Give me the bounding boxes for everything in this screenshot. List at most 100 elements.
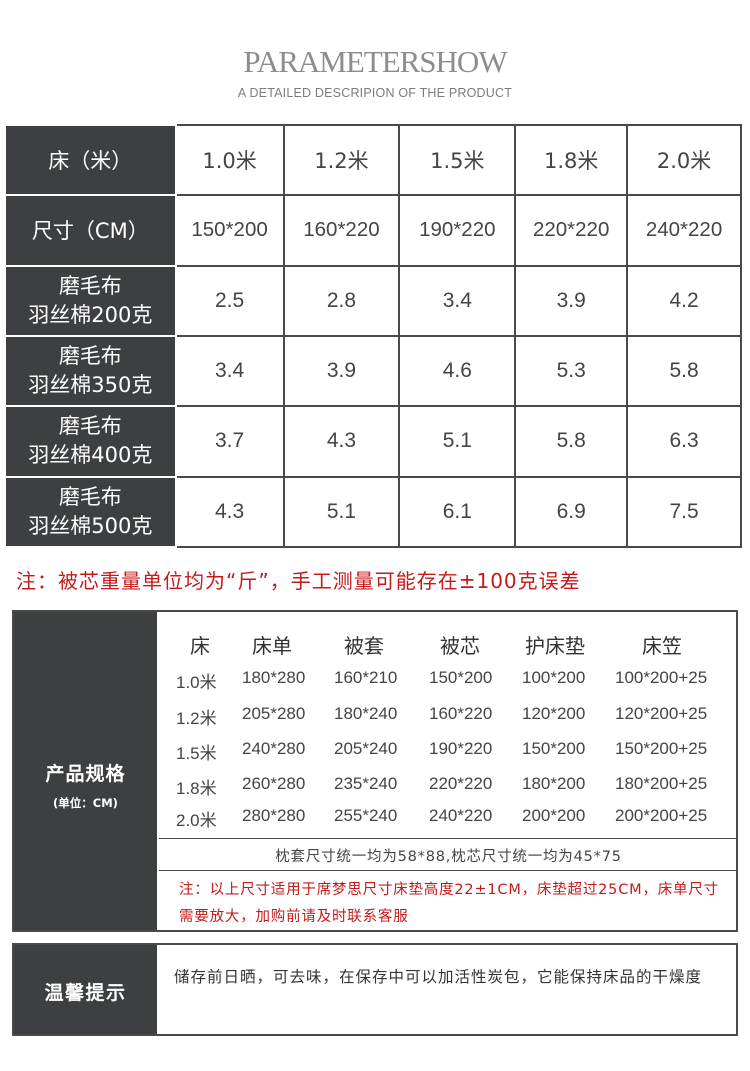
spec-side-panel: 产品规格 (单位：CM): [14, 612, 157, 930]
spec-cell: 190*220: [429, 739, 493, 758]
material-fabric: 磨毛布: [58, 484, 122, 509]
spec-cell: 160*210: [334, 668, 398, 687]
weight-value: 3.4: [398, 264, 517, 337]
spec-cell: 180*200: [522, 774, 586, 793]
spec-title: 产品规格: [45, 763, 126, 785]
weight-row: 磨毛布羽丝棉350克 3.4 3.9 4.6 5.3 5.8: [6, 334, 742, 408]
spec-cell: 1.5米: [176, 744, 217, 763]
spec-header: 床单: [252, 636, 292, 658]
bed-cell: 1.2米: [282, 123, 401, 197]
weight-value: 5.1: [398, 405, 517, 478]
spec-cell: 150*200+25: [615, 739, 708, 758]
size-weight-table: 床（米） 1.0米 1.2米 1.5米 1.8米 2.0米 尺寸（CM） 150…: [6, 123, 742, 549]
tips-text: 储存前日晒，可去味，在保存中可以加活性炭包，它能保持床品的干燥度: [174, 968, 703, 986]
weight-value: 7.5: [626, 475, 742, 549]
pillow-note: 枕套尺寸统一均为58*88,枕芯尺寸统一均为45*75: [275, 849, 622, 865]
spec-cell: 150*200: [522, 739, 586, 758]
weight-row: 磨毛布羽丝棉400克 3.7 4.3 5.1 5.8 6.3: [6, 405, 742, 478]
divider: [159, 838, 738, 839]
spec-cell: 205*280: [242, 704, 306, 723]
weight-value: 2.5: [174, 264, 285, 337]
spec-cell: 1.0米: [176, 673, 217, 692]
size-cell: 150*200: [174, 194, 285, 267]
spec-cell: 200*200+25: [615, 806, 708, 825]
bed-label: 床（米）: [6, 123, 177, 197]
bed-cell: 1.8米: [514, 123, 629, 197]
spec-cell: 240*220: [429, 806, 493, 825]
spec-cell: 260*280: [242, 774, 306, 793]
weight-value: 6.1: [398, 475, 517, 549]
spec-cell: 180*280: [242, 668, 306, 687]
spec-header: 护床垫: [525, 636, 585, 658]
spec-row: 1.0米 180*280 160*210 150*200 100*200 100…: [172, 668, 732, 698]
spec-cell: 180*240: [334, 704, 398, 723]
divider: [159, 870, 738, 871]
spec-cell: 280*280: [242, 806, 306, 825]
weight-value: 6.3: [626, 405, 742, 478]
weight-value: 4.3: [282, 405, 401, 478]
material-label: 磨毛布羽丝棉500克: [6, 475, 177, 549]
mattress-note: 注：以上尺寸适用于席梦思尺寸床垫高度22±1CM，床垫超过25CM，床单尺寸需要…: [179, 882, 719, 925]
weight-value: 3.7: [174, 405, 285, 478]
tips-box: 温馨提示 储存前日晒，可去味，在保存中可以加活性炭包，它能保持床品的干燥度: [12, 943, 738, 1036]
material-fill: 羽丝棉350克: [28, 373, 153, 398]
material-fill: 羽丝棉500克: [28, 513, 153, 538]
material-label: 磨毛布羽丝棉350克: [6, 334, 177, 408]
spec-cell: 220*220: [429, 774, 493, 793]
material-fill: 羽丝棉400克: [28, 443, 153, 468]
spec-cell: 150*200: [429, 668, 493, 687]
material-fabric: 磨毛布: [58, 344, 122, 369]
spec-header: 被芯: [440, 636, 480, 658]
size-cell: 220*220: [514, 194, 629, 267]
size-cell: 240*220: [626, 194, 742, 267]
spec-box: 产品规格 (单位：CM) 床 床单 被套 被芯 护床垫 床笠 1.0米 180*…: [12, 610, 738, 932]
spec-cell: 2.0米: [176, 811, 217, 830]
material-label: 磨毛布羽丝棉200克: [6, 264, 177, 337]
weight-value: 4.6: [398, 334, 517, 408]
weight-value: 5.8: [514, 405, 629, 478]
spec-cell: 180*200+25: [615, 774, 708, 793]
header-subtitle: A DETAILED DESCRIPION OF THE PRODUCT: [237, 86, 513, 100]
spec-unit: (单位：CM): [53, 796, 118, 810]
size-cell: 160*220: [282, 194, 401, 267]
weight-value: 3.4: [174, 334, 285, 408]
material-fill: 羽丝棉200克: [28, 302, 153, 327]
weight-value: 5.8: [626, 334, 742, 408]
spec-header: 床笠: [642, 636, 682, 658]
material-fabric: 磨毛布: [58, 414, 122, 439]
weight-value: 3.9: [282, 334, 401, 408]
weight-value: 6.9: [514, 475, 629, 549]
tips-side-panel: 温馨提示: [14, 945, 157, 1034]
spec-cell: 205*240: [334, 739, 398, 758]
weight-value: 3.9: [514, 264, 629, 337]
spec-row: 1.8米 260*280 235*240 220*220 180*200 180…: [172, 774, 732, 804]
tips-title: 温馨提示: [44, 982, 127, 1004]
spec-row: 1.2米 205*280 180*240 160*220 120*200 120…: [172, 704, 732, 734]
spec-cell: 100*200+25: [615, 668, 708, 687]
weight-row: 磨毛布羽丝棉200克 2.5 2.8 3.4 3.9 4.2: [6, 264, 742, 337]
bed-cell: 1.0米: [174, 123, 285, 197]
spec-row: 2.0米 280*280 255*240 240*220 200*200 200…: [172, 806, 732, 836]
header-title: PARAMETERSHOW: [243, 44, 507, 79]
spec-cell: 240*280: [242, 739, 306, 758]
spec-header-row: 床 床单 被套 被芯 护床垫 床笠: [172, 630, 732, 660]
size-row: 尺寸（CM） 150*200 160*220 190*220 220*220 2…: [6, 194, 742, 267]
size-cell: 190*220: [398, 194, 517, 267]
spec-cell: 235*240: [334, 774, 398, 793]
size-label: 尺寸（CM）: [6, 194, 177, 267]
spec-cell: 200*200: [522, 806, 586, 825]
spec-cell: 120*200: [522, 704, 586, 723]
material-fabric: 磨毛布: [58, 273, 122, 298]
spec-header: 床: [190, 636, 210, 658]
bed-cell: 1.5米: [398, 123, 517, 197]
weight-row: 磨毛布 羽丝棉500克 4.3 5.1 6.1 6.9 7.5: [6, 475, 742, 549]
weight-note: 注：被芯重量单位均为“斤”，手工测量可能存在±100克误差: [16, 569, 581, 593]
spec-cell: 100*200: [522, 668, 586, 687]
spec-cell: 1.2米: [176, 709, 217, 728]
weight-value: 4.3: [174, 475, 285, 549]
bed-cell: 2.0米: [626, 123, 742, 197]
weight-value: 5.3: [514, 334, 629, 408]
weight-value: 4.2: [626, 264, 742, 337]
spec-cell: 1.8米: [176, 779, 217, 798]
weight-value: 2.8: [282, 264, 401, 337]
